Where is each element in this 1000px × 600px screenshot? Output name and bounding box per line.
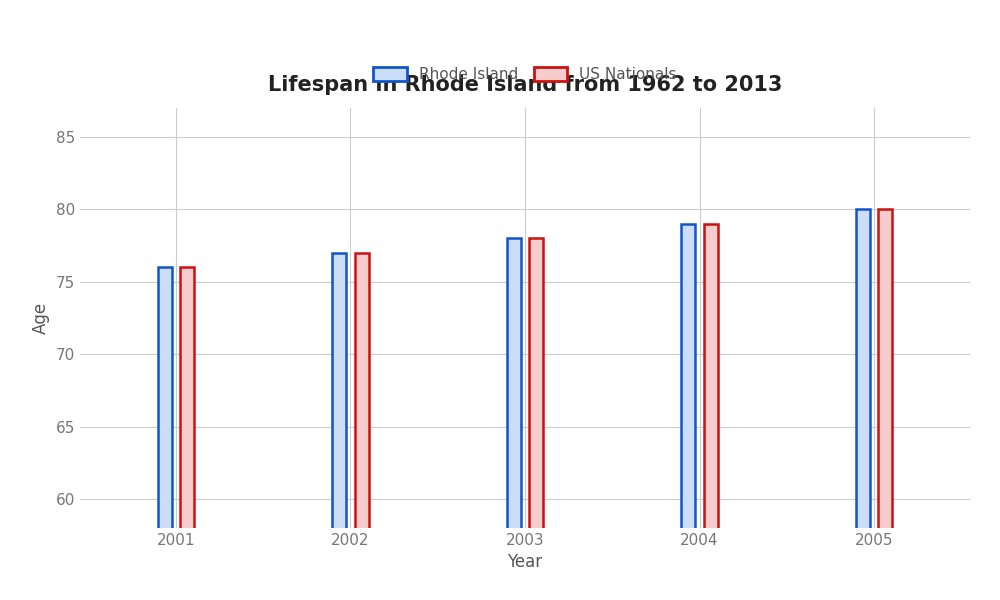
Bar xyxy=(856,209,870,600)
Y-axis label: Age: Age xyxy=(32,302,50,334)
Bar xyxy=(180,268,194,600)
Bar xyxy=(507,238,521,600)
Bar xyxy=(529,238,543,600)
Legend: Rhode Island, US Nationals: Rhode Island, US Nationals xyxy=(367,61,683,88)
Bar xyxy=(332,253,346,600)
X-axis label: Year: Year xyxy=(507,553,543,571)
Title: Lifespan in Rhode Island from 1962 to 2013: Lifespan in Rhode Island from 1962 to 20… xyxy=(268,76,782,95)
Bar xyxy=(878,209,892,600)
Bar xyxy=(704,224,718,600)
Bar xyxy=(355,253,369,600)
Bar xyxy=(681,224,695,600)
Bar xyxy=(158,268,172,600)
